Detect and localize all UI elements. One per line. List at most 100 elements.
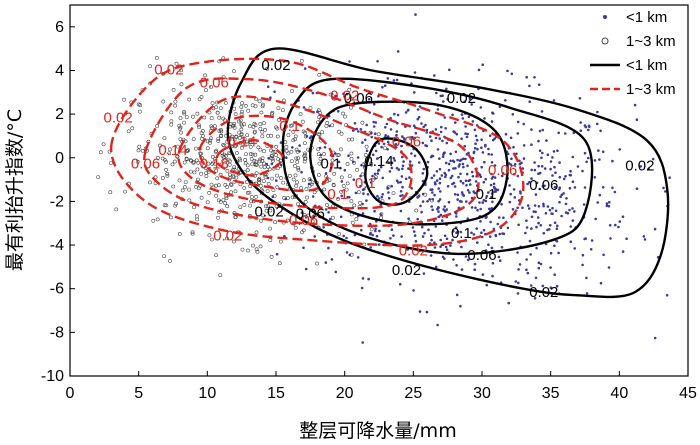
point-lt1km [385, 122, 389, 126]
point-lt1km [491, 200, 494, 204]
point-lt1km [420, 225, 424, 229]
point-lt1km [404, 177, 408, 181]
point-1to3km [184, 148, 189, 153]
point-lt1km [568, 208, 571, 212]
point-1to3km [302, 154, 307, 158]
point-lt1km [269, 96, 272, 99]
point-lt1km [587, 156, 590, 160]
y-tick-label: -2 [50, 193, 64, 210]
point-lt1km [395, 130, 399, 133]
point-lt1km [537, 221, 540, 225]
y-axis-title: 最有利抬升指数/°C [4, 109, 26, 271]
point-1to3km [429, 198, 434, 203]
point-lt1km [488, 134, 492, 137]
point-1to3km [261, 121, 266, 126]
point-1to3km [136, 148, 141, 153]
point-lt1km [473, 146, 477, 150]
point-1to3km [293, 225, 298, 230]
point-1to3km [322, 187, 327, 192]
point-lt1km [490, 172, 493, 176]
point-lt1km [558, 161, 561, 164]
point-lt1km [538, 149, 542, 152]
point-lt1km [611, 159, 614, 163]
contour-label-lt1km: 0.02 [625, 157, 654, 174]
point-lt1km [401, 167, 404, 171]
point-lt1km [460, 191, 464, 194]
point-lt1km [541, 151, 544, 155]
point-lt1km [452, 258, 455, 261]
point-1to3km [337, 129, 341, 134]
point-lt1km [493, 137, 497, 140]
point-lt1km [558, 175, 562, 179]
point-lt1km [470, 170, 474, 174]
point-1to3km [178, 137, 183, 142]
point-1to3km [184, 157, 189, 162]
point-lt1km [381, 176, 385, 180]
point-1to3km [199, 95, 204, 99]
point-1to3km [256, 145, 261, 150]
point-lt1km [298, 144, 301, 147]
point-lt1km [478, 173, 482, 176]
point-1to3km [266, 181, 271, 186]
point-1to3km [345, 181, 350, 186]
point-lt1km [463, 100, 466, 103]
point-1to3km [175, 154, 180, 159]
point-lt1km [322, 226, 325, 229]
point-lt1km [393, 159, 397, 162]
point-lt1km [369, 246, 373, 249]
point-1to3km [302, 213, 307, 217]
point-1to3km [234, 135, 239, 139]
point-1to3km [218, 134, 223, 139]
point-1to3km [250, 152, 255, 157]
point-lt1km [443, 209, 447, 213]
point-lt1km [504, 99, 507, 102]
point-1to3km [280, 108, 285, 113]
point-lt1km [345, 236, 348, 240]
point-lt1km [562, 177, 566, 181]
point-lt1km [500, 246, 504, 249]
legend-label: <1 km [626, 57, 667, 74]
point-1to3km [258, 183, 263, 188]
contour-label-1to3km: 0.02 [154, 61, 183, 78]
point-1to3km [199, 195, 204, 200]
point-lt1km [400, 144, 403, 148]
point-lt1km [466, 258, 470, 262]
point-lt1km [487, 191, 490, 194]
point-1to3km [232, 106, 237, 111]
point-1to3km [207, 190, 212, 195]
point-1to3km [182, 120, 186, 125]
point-lt1km [528, 84, 531, 88]
point-1to3km [288, 173, 292, 178]
point-1to3km [148, 64, 152, 69]
point-lt1km [482, 198, 486, 202]
point-lt1km [449, 159, 453, 163]
point-1to3km [267, 167, 272, 172]
point-1to3km [318, 156, 323, 161]
point-lt1km [410, 187, 414, 190]
point-lt1km [357, 130, 360, 133]
point-lt1km [365, 149, 369, 153]
point-lt1km [542, 204, 545, 208]
point-lt1km [479, 207, 483, 211]
point-lt1km [456, 193, 460, 197]
point-1to3km [169, 122, 174, 127]
point-1to3km [250, 103, 255, 108]
point-lt1km [374, 149, 378, 153]
point-1to3km [203, 73, 208, 78]
point-1to3km [240, 247, 245, 252]
point-1to3km [169, 110, 174, 115]
point-lt1km [485, 283, 489, 287]
point-lt1km [371, 153, 375, 157]
point-lt1km [421, 235, 425, 238]
point-1to3km [221, 116, 226, 121]
point-lt1km [510, 72, 514, 76]
y-tick-label: -4 [50, 237, 64, 254]
point-1to3km [341, 111, 345, 116]
point-1to3km [214, 183, 218, 188]
point-lt1km [555, 284, 559, 288]
point-1to3km [312, 190, 317, 195]
point-lt1km [427, 228, 430, 232]
point-lt1km [662, 186, 665, 190]
point-1to3km [252, 129, 257, 134]
point-lt1km [392, 156, 396, 160]
